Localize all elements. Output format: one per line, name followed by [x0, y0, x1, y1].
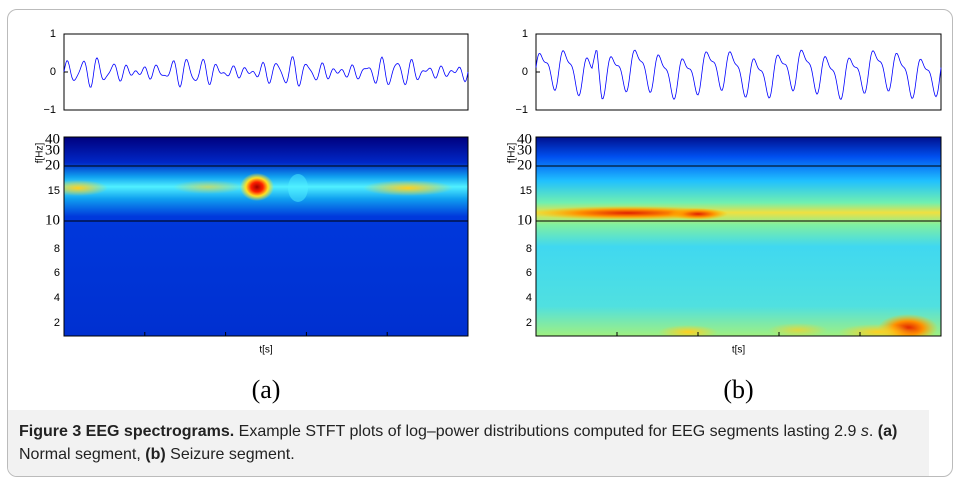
spectrogram-tick-label: 10 [45, 212, 60, 228]
spectrogram-tick-label: 2 [54, 317, 60, 329]
waveform-tick-label: 0 [522, 66, 528, 78]
caption-a: (a) [877, 423, 898, 440]
caption-period: . [868, 423, 874, 440]
waveform-line [535, 49, 942, 101]
waveform-tick-label: −1 [515, 104, 528, 116]
caption-b-text: Seizure segment. [170, 446, 295, 463]
spectrogram-tick-label: 2 [526, 317, 532, 329]
waveform-box [535, 33, 942, 111]
panel-label: (b) [723, 375, 753, 404]
figure: 1 0 −1 40 30 20 15 10 8 6 4 2 f[Hz] t[s] (a) 1 0 −1 40 30 20… [7, 9, 953, 477]
spectrogram-a [64, 137, 468, 336]
waveform-tick-label: −1 [43, 104, 56, 116]
panel-label: (a) [252, 375, 281, 404]
caption-a-text: Normal segment, [19, 446, 141, 463]
spectrogram-tick-label: 15 [520, 185, 532, 197]
spectrogram-tick-label: 8 [526, 243, 532, 255]
caption: Figure 3 EEG spectrograms. Example STFT … [8, 410, 929, 476]
spectrogram-tick-label: 15 [48, 185, 60, 197]
spectrogram-tick-label: 8 [54, 243, 60, 255]
caption-title: Figure 3 EEG spectrograms. [19, 423, 235, 440]
waveform-line [63, 56, 469, 88]
caption-b: (b) [145, 446, 166, 463]
spectrogram-tick-label: 30 [517, 142, 532, 158]
caption-text: Example STFT plots of log–power distribu… [238, 423, 857, 440]
spectrogram-b [536, 137, 941, 336]
spectrogram-box [535, 136, 942, 337]
waveform-tick-label: 1 [50, 28, 56, 40]
spectrogram-tick-label: 20 [45, 157, 60, 173]
x-axis-label: t[s] [259, 345, 273, 356]
figure-plots: 10−140302015108642f[Hz]t[s](a)10−1403020… [35, 28, 942, 404]
spectrogram-tick-label: 40 [517, 131, 532, 147]
spectrogram-tick-label: 4 [526, 292, 532, 304]
y-axis-label: f[Hz] [507, 143, 518, 164]
waveform-tick-label: 0 [50, 66, 56, 78]
waveform-tick-label: 1 [522, 28, 528, 40]
caption-unit: s [860, 423, 869, 440]
spectrogram-tick-label: 30 [45, 142, 60, 158]
spectrogram-tick-label: 10 [517, 212, 532, 228]
spectrogram-tick-label: 20 [517, 157, 532, 173]
spectrogram-tick-label: 40 [45, 131, 60, 147]
spectrogram-box [63, 136, 469, 337]
spectrogram-tick-label: 6 [54, 267, 60, 279]
x-axis-label: t[s] [732, 345, 746, 356]
spectrogram-tick-label: 4 [54, 292, 60, 304]
y-axis-label: f[Hz] [35, 143, 46, 164]
spectrogram-tick-label: 6 [526, 267, 532, 279]
